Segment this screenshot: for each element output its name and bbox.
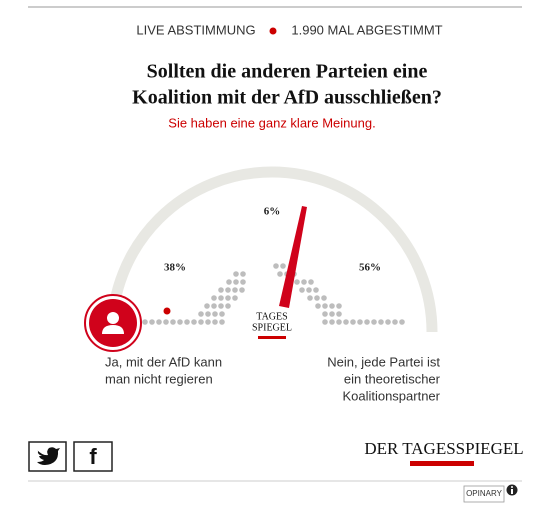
dot xyxy=(233,271,239,277)
dot xyxy=(218,295,224,301)
dot xyxy=(350,319,356,325)
dot xyxy=(385,319,391,325)
result-left: 38% xyxy=(164,262,186,274)
dot xyxy=(232,287,238,293)
dot xyxy=(205,311,211,317)
gauge-needle xyxy=(279,206,307,308)
dot xyxy=(233,279,239,285)
dot xyxy=(306,287,312,293)
gauge-logo: TAGES xyxy=(256,311,287,322)
dot xyxy=(156,319,162,325)
logo-bar xyxy=(258,336,286,339)
result-middle: 6% xyxy=(264,206,281,218)
answer-right: ein theoretischer xyxy=(344,371,441,386)
dot xyxy=(273,263,279,269)
dot xyxy=(226,279,232,285)
answer-left: man nicht regieren xyxy=(105,371,213,386)
provider-box xyxy=(463,485,505,503)
gauge-arc xyxy=(106,166,438,333)
info-icon-stem xyxy=(511,489,513,494)
twitter-button[interactable] xyxy=(28,441,67,472)
dot xyxy=(357,319,363,325)
dot xyxy=(225,287,231,293)
brand-bar xyxy=(410,461,474,466)
dot xyxy=(399,319,405,325)
dot xyxy=(204,303,210,309)
dot xyxy=(277,271,283,277)
dot xyxy=(322,303,328,309)
user-icon-body xyxy=(102,325,124,334)
question-title: Koalition mit der AfD ausschließen? xyxy=(132,87,442,109)
dot xyxy=(177,319,183,325)
answer-right: Nein, jede Partei ist xyxy=(327,354,440,369)
live-label: LIVE ABSTIMMUNG xyxy=(136,22,255,37)
dot xyxy=(170,319,176,325)
dot-field xyxy=(142,263,405,325)
separator-dot xyxy=(269,27,277,35)
dot xyxy=(218,303,224,309)
dot xyxy=(184,319,190,325)
dot xyxy=(149,319,155,325)
dot xyxy=(198,319,204,325)
answer-left: Ja, mit der AfD kann xyxy=(105,354,222,369)
dot xyxy=(364,319,370,325)
dot xyxy=(218,287,224,293)
dot xyxy=(225,303,231,309)
dot xyxy=(219,311,225,317)
dot xyxy=(240,271,246,277)
dot xyxy=(219,319,225,325)
dot xyxy=(321,295,327,301)
dot xyxy=(212,319,218,325)
info-icon-dot xyxy=(511,486,513,488)
user-icon-head xyxy=(107,312,119,324)
dot xyxy=(336,311,342,317)
dot xyxy=(378,319,384,325)
facebook-button[interactable] xyxy=(73,441,113,472)
dot xyxy=(225,295,231,301)
dot xyxy=(191,319,197,325)
dot xyxy=(329,303,335,309)
dot xyxy=(280,263,286,269)
dot xyxy=(308,279,314,285)
dot xyxy=(371,319,377,325)
dot xyxy=(211,295,217,301)
dot xyxy=(163,319,169,325)
provider[interactable]: OPINARY xyxy=(466,489,503,498)
dot xyxy=(301,279,307,285)
dot xyxy=(315,303,321,309)
dot xyxy=(343,319,349,325)
vote-count: 1.990 MAL ABGESTIMMT xyxy=(291,22,442,37)
result-right: 56% xyxy=(359,262,381,274)
dot xyxy=(329,319,335,325)
user-dot xyxy=(163,307,171,315)
dot xyxy=(313,287,319,293)
dot xyxy=(240,279,246,285)
dot xyxy=(322,311,328,317)
dot xyxy=(239,287,245,293)
dot xyxy=(205,319,211,325)
dot xyxy=(336,319,342,325)
question-subtitle: Sie haben eine ganz klare Meinung. xyxy=(168,115,375,130)
dot xyxy=(294,279,300,285)
dot xyxy=(322,319,328,325)
brand-logo: DER TAGESSPIEGEL xyxy=(364,439,523,458)
facebook-icon: f xyxy=(89,444,97,469)
dot xyxy=(198,311,204,317)
gauge-logo: SPIEGEL xyxy=(252,322,292,333)
answer-right: Koalitionspartner xyxy=(342,388,440,403)
dot xyxy=(329,311,335,317)
question-title: Sollten die anderen Parteien eine xyxy=(147,61,428,83)
dot xyxy=(299,287,305,293)
dot xyxy=(314,295,320,301)
dot xyxy=(392,319,398,325)
dot xyxy=(336,303,342,309)
dot xyxy=(232,295,238,301)
dot xyxy=(212,311,218,317)
dot xyxy=(211,303,217,309)
dot xyxy=(142,319,148,325)
dot xyxy=(307,295,313,301)
twitter-icon xyxy=(37,447,60,465)
